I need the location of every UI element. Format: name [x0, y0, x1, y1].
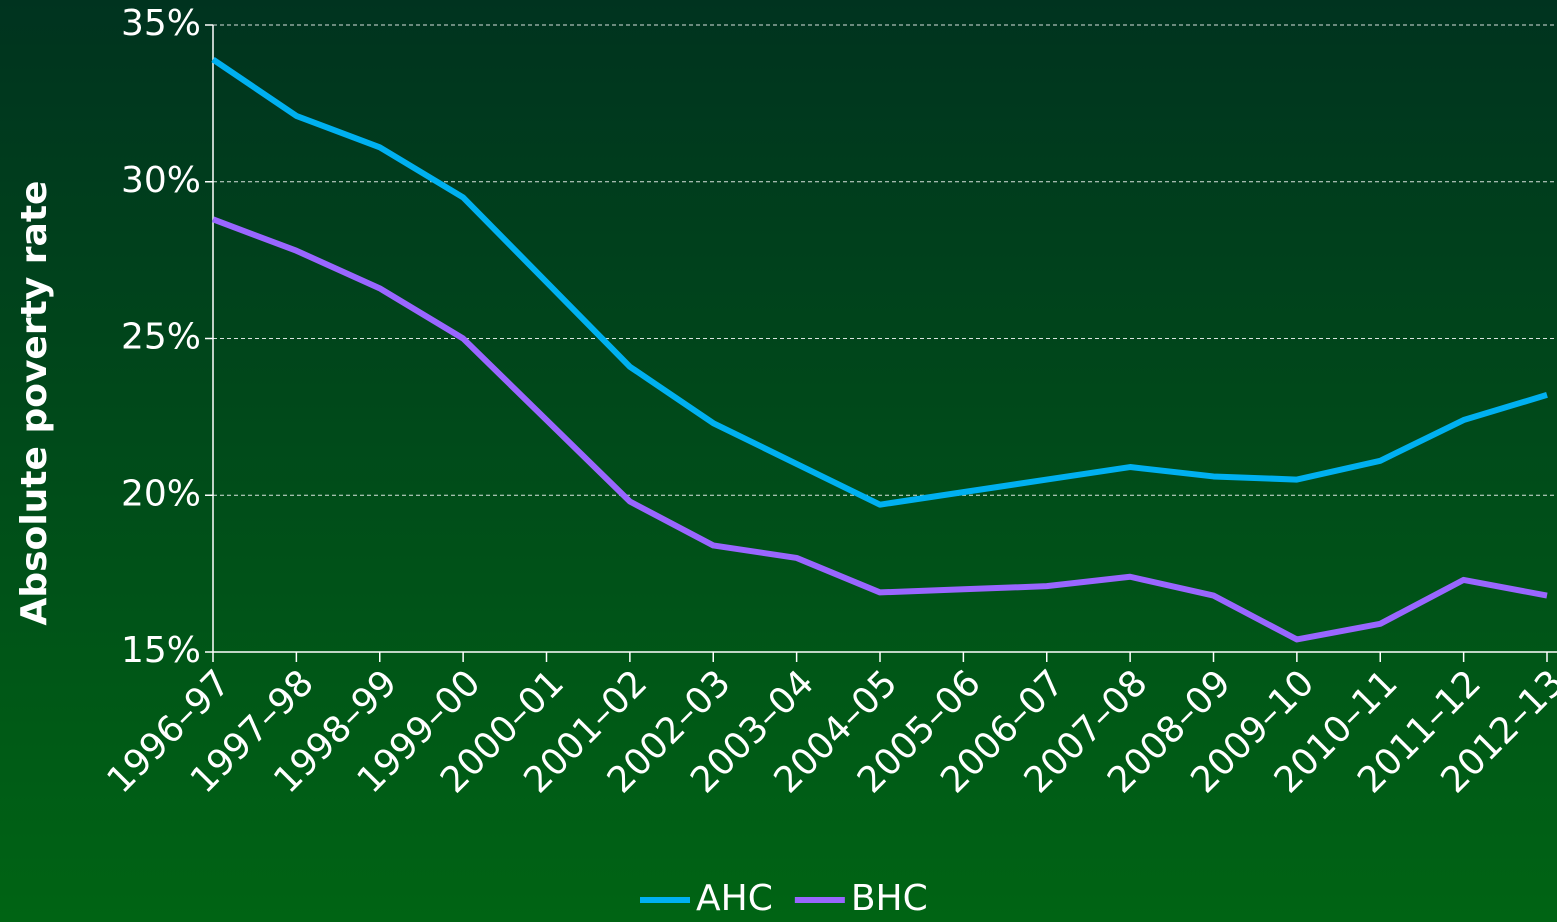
y-tick-label: 20% [121, 473, 201, 514]
legend-label: AHC [696, 878, 773, 919]
legend-label: BHC [851, 878, 928, 919]
y-axis-title: Absolute poverty rate [14, 181, 55, 626]
y-tick-label: 35% [121, 3, 201, 44]
y-tick-label: 25% [121, 317, 201, 358]
y-tick-label: 15% [121, 630, 201, 671]
line [211, 57, 1548, 508]
y-tick-label: 30% [121, 160, 201, 201]
line [211, 216, 1548, 643]
